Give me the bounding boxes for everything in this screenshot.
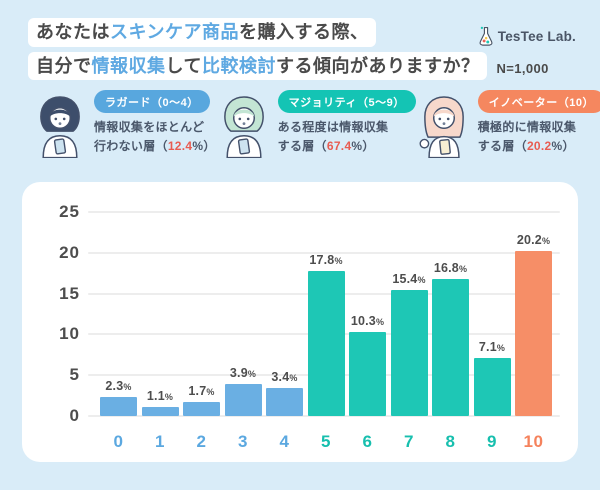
header: あなたはスキンケア商品を購入する際、 自分で情報収集して比較検討する傾向がありま…: [28, 18, 549, 80]
x-tick-label: 6: [362, 432, 373, 451]
legend-row: ラガード（0〜4） 情報収集をほとんど 行わない層（12.4%） マジョリティ（…: [32, 90, 600, 158]
bar-column-1: 1.1% 1: [141, 212, 179, 451]
title-seg: する傾向がありますか？: [275, 55, 480, 76]
bar-column-4: 3.4% 4: [266, 212, 303, 451]
gridline: [88, 211, 560, 213]
desc-laggard: 情報収集をほとんど 行わない層（12.4%）: [94, 120, 216, 153]
gridline: [88, 251, 560, 254]
bar-value-label: 16.8%: [433, 260, 468, 275]
bar-0: [100, 397, 137, 416]
badge-innovator: イノベーター（10）: [477, 90, 600, 113]
bar-column-8: 16.8% 8: [432, 212, 469, 451]
legend-group-laggard: ラガード（0〜4） 情報収集をほとんど 行わない層（12.4%）: [32, 90, 216, 158]
persona-innovator-illustration: [419, 96, 464, 158]
chart-card: 0 5 10 15 20 25 2.3% 0 1.1% 1 1.7% 2 3.9% 3 3.4% 4 17.8…: [22, 182, 578, 462]
title-seg: して: [165, 55, 202, 76]
plot-area: 2.3% 0 1.1% 1 1.7% 2 3.9% 3 3.4% 4 17.8% 5 10.3% 6 15.…: [88, 211, 560, 451]
persona-phone: [237, 138, 250, 155]
bar-value-label: 1.7%: [188, 384, 215, 399]
y-tick-label: 15: [59, 283, 80, 303]
y-axis: 0 5 10 15 20 25: [36, 202, 80, 425]
testee-lab-logo: TesTee Lab.: [478, 26, 576, 47]
sample-size: N=1,000: [496, 61, 549, 76]
y-tick-label: 5: [69, 365, 80, 385]
flask-icon: [479, 26, 493, 46]
majority-percent: 67.4: [326, 138, 352, 153]
title-seg-accent: 比較検討: [201, 55, 276, 76]
y-tick-label: 20: [59, 242, 80, 262]
page-title-line2: 自分で情報収集して比較検討する傾向がありますか？: [28, 51, 488, 80]
bar-column-6: 10.3% 6: [349, 212, 386, 451]
persona-majority-illustration: [223, 96, 264, 158]
bar-value-label: 1.1%: [146, 389, 174, 404]
bar-value-label: 17.8%: [309, 252, 343, 267]
bar-value-label: 2.3%: [105, 379, 132, 394]
x-tick-label: 8: [445, 432, 456, 451]
x-tick-label: 1: [155, 432, 165, 451]
persona-phone: [53, 138, 67, 155]
persona-fringe: [433, 109, 455, 117]
bar-9: [473, 358, 511, 416]
bar-column-7: 15.4% 7: [390, 212, 428, 451]
ok-hand: [419, 138, 430, 149]
bar-10: [515, 251, 552, 416]
persona-fringe: [49, 109, 71, 117]
bar-value-label: 3.9%: [229, 366, 257, 381]
logo-text: TesTee Lab.: [497, 29, 576, 44]
title-seg: を購入する際、: [238, 22, 369, 42]
bar-value-label: 3.4%: [271, 370, 298, 385]
title-seg-accent: 情報収集: [91, 55, 166, 76]
bar-column-3: 3.9% 3: [224, 212, 262, 451]
laggard-percent: 12.4: [167, 138, 193, 153]
bar-2: [183, 402, 220, 416]
page-title-line1: あなたはスキンケア商品を購入する際、: [28, 18, 377, 47]
title-seg: あなたは: [36, 22, 110, 42]
bar-column-9: 7.1% 9: [473, 212, 511, 451]
legend-group-majority: マジョリティ（5〜9） ある程度は情報収集 する層（67.4%）: [216, 90, 416, 158]
bar-7: [390, 290, 428, 416]
title-seg-accent: スキンケア商品: [110, 22, 239, 42]
bar-column-2: 1.7% 2: [183, 212, 220, 451]
bar-value-label: 15.4%: [392, 272, 426, 287]
innovator-percent: 20.2: [526, 138, 552, 153]
x-tick-label: 0: [113, 432, 124, 451]
gridline: [88, 415, 560, 417]
title-seg: 自分で: [36, 55, 92, 76]
bar-value-label: 7.1%: [478, 340, 506, 355]
desc-majority: ある程度は情報収集 する層（67.4%）: [277, 120, 389, 153]
x-tick-label: 7: [404, 432, 414, 451]
badge-majority: マジョリティ（5〜9）: [277, 90, 416, 113]
x-tick-label: 3: [238, 432, 248, 451]
x-tick-label: 2: [196, 432, 207, 451]
bar-1: [141, 407, 179, 416]
y-tick-label: 0: [69, 406, 80, 425]
bar-value-label: 20.2%: [516, 233, 551, 248]
x-tick-label: 10: [523, 432, 544, 451]
bar-8: [432, 278, 469, 416]
y-tick-label: 10: [59, 324, 80, 344]
persona-laggard-illustration: [40, 96, 80, 158]
x-tick-label: 4: [279, 432, 290, 451]
legend-group-innovator: イノベーター（10） 積極的に情報収集 する層（20.2%）: [416, 90, 600, 158]
bar-value-label: 10.3%: [350, 313, 385, 328]
bar-4: [266, 388, 303, 416]
bar-column-0: 2.3% 0: [100, 212, 137, 451]
y-tick-label: 25: [59, 202, 80, 221]
x-tick-label: 9: [487, 432, 497, 451]
persona-phone: [438, 138, 451, 155]
persona-fringe: [233, 109, 254, 117]
x-tick-label: 5: [321, 432, 331, 451]
bar-column-10: 20.2% 10: [515, 212, 552, 451]
bar-5: [307, 270, 345, 416]
desc-innovator: 積極的に情報収集 する層（20.2%）: [477, 120, 577, 153]
bar-6: [349, 331, 386, 416]
bar-3: [224, 384, 262, 416]
badge-laggard: ラガード（0〜4）: [94, 90, 210, 113]
bar-column-5: 17.8% 5: [307, 212, 345, 451]
